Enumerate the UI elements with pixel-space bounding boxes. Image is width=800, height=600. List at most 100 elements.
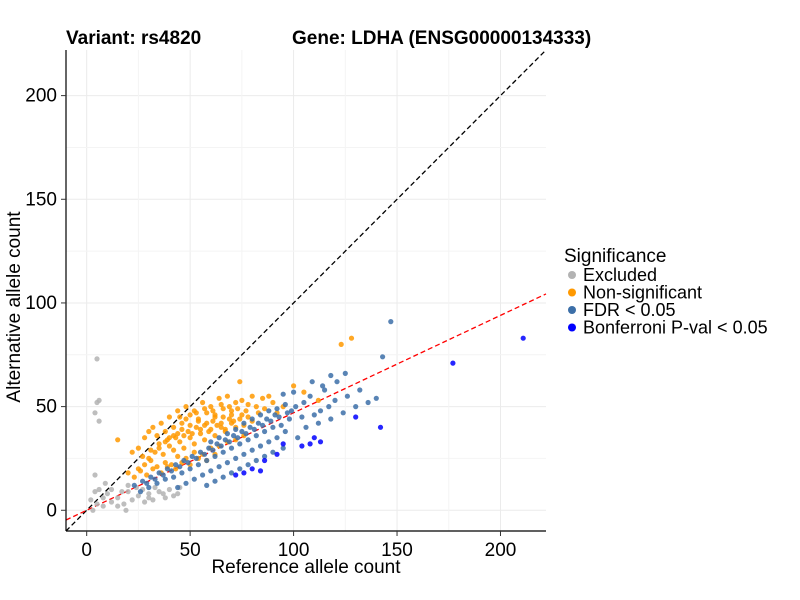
data-point-series-1 <box>193 410 199 416</box>
data-point-series-1 <box>144 472 150 478</box>
data-point-series-1 <box>270 399 276 406</box>
data-point-series-1 <box>291 383 297 389</box>
data-point-series-2 <box>231 433 237 439</box>
data-point-series-1 <box>220 406 226 412</box>
data-point-series-2 <box>282 401 288 408</box>
data-point-series-2 <box>295 435 301 441</box>
data-point-series-1 <box>262 406 268 412</box>
legend-swatch-1 <box>568 288 576 297</box>
data-point-series-1 <box>131 474 137 480</box>
data-point-series-2 <box>210 447 216 453</box>
data-point-series-1 <box>175 453 181 459</box>
data-point-series-1 <box>226 404 232 410</box>
data-point-series-1 <box>245 414 251 420</box>
data-point-series-2 <box>191 476 197 482</box>
data-point-series-2 <box>373 395 379 401</box>
data-point-series-2 <box>280 445 286 451</box>
data-point-series-2 <box>226 439 232 445</box>
data-point-series-3 <box>377 424 384 430</box>
data-point-series-2 <box>202 451 208 457</box>
data-point-series-1 <box>187 412 193 418</box>
data-point-series-2 <box>185 460 191 466</box>
data-point-series-1 <box>173 466 179 472</box>
data-point-series-0 <box>135 493 141 499</box>
data-point-series-2 <box>228 445 235 451</box>
data-point-series-2 <box>197 449 204 455</box>
data-point-series-1 <box>197 431 204 437</box>
data-point-series-2 <box>239 428 245 435</box>
data-point-series-1 <box>249 393 255 399</box>
data-point-series-2 <box>228 470 235 476</box>
data-point-series-1 <box>245 401 251 408</box>
data-point-series-2 <box>247 424 253 430</box>
data-point-series-2 <box>344 393 350 399</box>
data-point-series-1 <box>202 437 208 443</box>
data-point-series-2 <box>233 455 239 461</box>
data-point-series-2 <box>162 476 168 482</box>
data-point-series-2 <box>342 370 348 376</box>
data-point-series-1 <box>187 422 193 428</box>
data-point-series-1 <box>140 453 146 459</box>
data-point-series-1 <box>348 335 355 341</box>
data-point-series-2 <box>365 399 371 406</box>
data-point-series-3 <box>280 441 286 447</box>
legend-swatch-2 <box>568 306 576 314</box>
data-point-series-0 <box>94 501 100 507</box>
data-point-series-2 <box>195 462 201 468</box>
data-point-series-1 <box>185 428 191 435</box>
data-point-series-2 <box>255 420 261 426</box>
data-point-series-1 <box>150 466 156 472</box>
data-point-series-1 <box>115 437 121 443</box>
data-point-series-1 <box>168 462 175 468</box>
data-point-series-0 <box>129 497 135 503</box>
data-point-series-1 <box>239 412 245 418</box>
data-point-series-1 <box>158 420 164 426</box>
data-point-series-0 <box>96 397 102 403</box>
data-point-series-1 <box>228 412 235 418</box>
data-point-series-0 <box>146 491 152 497</box>
data-point-series-1 <box>162 428 168 435</box>
data-point-series-1 <box>187 435 193 441</box>
data-point-series-2 <box>189 453 195 459</box>
legend-swatch-0 <box>568 271 576 279</box>
data-point-series-0 <box>115 495 121 501</box>
legend-label-1: Non-significant <box>583 283 702 303</box>
chart-title-gene: Gene: LDHA (ENSG00000134333) <box>292 28 591 49</box>
legend-label-3: Bonferroni P-val < 0.05 <box>583 318 768 338</box>
data-point-series-2 <box>204 482 210 488</box>
data-point-series-2 <box>187 466 193 472</box>
data-point-series-2 <box>276 414 282 420</box>
data-point-series-2 <box>286 416 292 422</box>
data-point-series-0 <box>152 484 158 491</box>
grid-lines <box>66 50 546 531</box>
data-point-series-2 <box>168 468 175 474</box>
data-point-series-2 <box>315 420 321 426</box>
data-point-series-1 <box>177 414 183 420</box>
x-tick-label: 100 <box>278 540 310 561</box>
y-tick-label: 0 <box>46 500 57 521</box>
data-point-series-2 <box>144 480 150 486</box>
data-point-series-3 <box>520 335 526 341</box>
tick-labels: 0 50 100 150 200 0 50 100 150 200 <box>25 86 516 561</box>
data-point-series-2 <box>264 416 270 422</box>
data-point-series-1 <box>189 431 195 437</box>
data-point-series-1 <box>301 389 307 395</box>
data-point-series-1 <box>220 414 226 420</box>
data-point-series-0 <box>166 486 172 493</box>
data-point-series-0 <box>123 507 129 513</box>
data-point-series-1 <box>210 418 216 424</box>
data-point-series-1 <box>228 408 235 414</box>
data-point-series-1 <box>233 399 239 406</box>
data-point-series-2 <box>328 416 334 422</box>
data-point-series-1 <box>171 424 177 430</box>
data-point-series-0 <box>171 493 177 499</box>
data-point-series-0 <box>125 482 131 488</box>
data-point-series-2 <box>212 453 218 459</box>
data-point-series-2 <box>200 472 206 478</box>
legend-label-2: FDR < 0.05 <box>583 300 676 320</box>
data-point-series-1 <box>237 379 243 385</box>
data-point-series-0 <box>150 497 156 503</box>
data-point-series-2 <box>224 460 230 466</box>
data-point-series-1 <box>218 420 224 426</box>
data-point-series-2 <box>154 480 160 486</box>
